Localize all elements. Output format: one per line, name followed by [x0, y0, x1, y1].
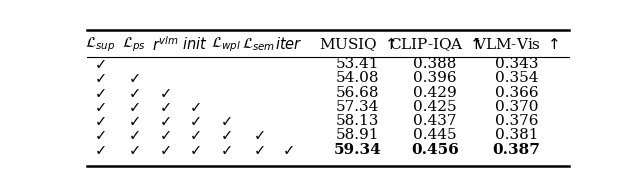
Text: 56.68: 56.68	[336, 86, 380, 100]
Text: $\checkmark$: $\checkmark$	[253, 128, 264, 142]
Text: 57.34: 57.34	[336, 100, 380, 114]
Text: $\checkmark$: $\checkmark$	[94, 143, 106, 157]
Text: $\checkmark$: $\checkmark$	[159, 114, 171, 128]
Text: $\checkmark$: $\checkmark$	[220, 143, 232, 157]
Text: 0.381: 0.381	[495, 128, 538, 142]
Text: 0.387: 0.387	[493, 143, 540, 157]
Text: $\checkmark$: $\checkmark$	[128, 128, 140, 142]
Text: $\checkmark$: $\checkmark$	[189, 128, 201, 142]
Text: CLIP-IQA $\uparrow$: CLIP-IQA $\uparrow$	[388, 36, 481, 53]
Text: $\checkmark$: $\checkmark$	[159, 86, 171, 100]
Text: $r^{vlm}$: $r^{vlm}$	[152, 35, 179, 54]
Text: 0.437: 0.437	[413, 114, 456, 128]
Text: $\checkmark$: $\checkmark$	[128, 100, 140, 114]
Text: $\mathcal{L}_{ps}$: $\mathcal{L}_{ps}$	[122, 35, 145, 53]
Text: $\checkmark$: $\checkmark$	[94, 128, 106, 142]
Text: $\checkmark$: $\checkmark$	[94, 114, 106, 128]
Text: $\checkmark$: $\checkmark$	[220, 128, 232, 142]
Text: $\checkmark$: $\checkmark$	[94, 86, 106, 100]
Text: $\mathit{init}$: $\mathit{init}$	[182, 36, 208, 52]
Text: $\checkmark$: $\checkmark$	[94, 57, 106, 71]
Text: $\checkmark$: $\checkmark$	[159, 100, 171, 114]
Text: $\checkmark$: $\checkmark$	[189, 100, 201, 114]
Text: $\checkmark$: $\checkmark$	[282, 143, 294, 157]
Text: MUSIQ $\uparrow$: MUSIQ $\uparrow$	[319, 36, 396, 53]
Text: $\checkmark$: $\checkmark$	[189, 114, 201, 128]
Text: $\checkmark$: $\checkmark$	[128, 143, 140, 157]
Text: $\checkmark$: $\checkmark$	[159, 128, 171, 142]
Text: $\checkmark$: $\checkmark$	[159, 143, 171, 157]
Text: $\checkmark$: $\checkmark$	[128, 86, 140, 100]
Text: 53.41: 53.41	[336, 57, 380, 71]
Text: VLM-Vis $\uparrow$: VLM-Vis $\uparrow$	[474, 37, 559, 52]
Text: 0.343: 0.343	[495, 57, 538, 71]
Text: $\checkmark$: $\checkmark$	[220, 114, 232, 128]
Text: 0.429: 0.429	[413, 86, 456, 100]
Text: 0.396: 0.396	[413, 71, 456, 85]
Text: $\checkmark$: $\checkmark$	[128, 114, 140, 128]
Text: $\mathit{iter}$: $\mathit{iter}$	[275, 36, 302, 52]
Text: $\mathcal{L}_{sup}$: $\mathcal{L}_{sup}$	[84, 35, 115, 53]
Text: $\checkmark$: $\checkmark$	[94, 71, 106, 85]
Text: 59.34: 59.34	[334, 143, 381, 157]
Text: 0.388: 0.388	[413, 57, 456, 71]
Text: 0.366: 0.366	[495, 86, 538, 100]
Text: 0.445: 0.445	[413, 128, 456, 142]
Text: $\checkmark$: $\checkmark$	[94, 100, 106, 114]
Text: $\checkmark$: $\checkmark$	[128, 71, 140, 85]
Text: $\checkmark$: $\checkmark$	[253, 143, 264, 157]
Text: 58.13: 58.13	[336, 114, 380, 128]
Text: 58.91: 58.91	[336, 128, 380, 142]
Text: 0.376: 0.376	[495, 114, 538, 128]
Text: $\checkmark$: $\checkmark$	[189, 143, 201, 157]
Text: 0.425: 0.425	[413, 100, 456, 114]
Text: $\mathcal{L}_{wpl}$: $\mathcal{L}_{wpl}$	[211, 35, 241, 53]
Text: $\mathcal{L}_{sem}$: $\mathcal{L}_{sem}$	[242, 36, 275, 53]
Text: 0.456: 0.456	[411, 143, 458, 157]
Text: 0.370: 0.370	[495, 100, 538, 114]
Text: 54.08: 54.08	[336, 71, 380, 85]
Text: 0.354: 0.354	[495, 71, 538, 85]
